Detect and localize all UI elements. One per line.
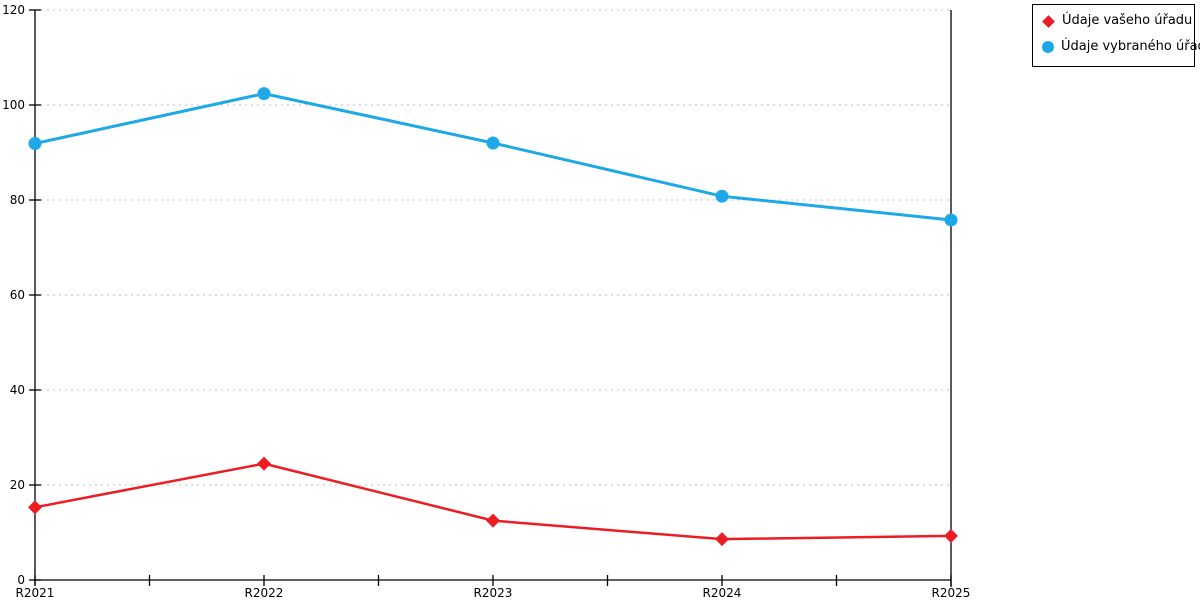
y-tick-label: 80 <box>10 193 25 207</box>
data-point-circle <box>715 189 729 203</box>
y-tick-label: 100 <box>2 98 25 112</box>
data-point-diamond <box>28 500 42 515</box>
legend-label: Údaje vybraného úřadu <box>1061 39 1200 54</box>
x-tick-label: R2025 <box>932 586 971 600</box>
legend-item-vaseho-uradu: Údaje vašeho úřadu <box>1042 14 1192 28</box>
legend: Údaje vašeho úřadu Údaje vybraného úřadu <box>1032 4 1200 67</box>
x-tick-label: R2024 <box>703 586 742 600</box>
series-line-diamond <box>34 462 952 541</box>
data-point-circle <box>486 136 500 150</box>
data-point-circle <box>944 213 958 227</box>
x-tick-label: R2021 <box>16 586 55 600</box>
y-tick-label: 20 <box>10 478 25 492</box>
y-tick-label: 120 <box>2 3 25 17</box>
legend-label: Údaje vašeho úřadu <box>1062 13 1193 28</box>
y-tick-label: 0 <box>17 573 25 587</box>
x-tick-label: R2023 <box>474 586 513 600</box>
series-line-circle <box>34 92 952 222</box>
data-point-diamond <box>944 528 958 543</box>
data-point-circle <box>28 136 42 150</box>
x-tick-label: R2022 <box>245 586 284 600</box>
legend-item-vybraneho-uradu: Údaje vybraného úřadu <box>1042 40 1200 54</box>
data-point-diamond <box>486 513 500 528</box>
data-point-diamond <box>715 532 729 547</box>
y-tick-label: 40 <box>10 383 25 397</box>
data-point-diamond <box>257 456 271 471</box>
data-point-circle <box>257 87 271 101</box>
diamond-marker-icon <box>1042 14 1055 28</box>
y-tick-label: 60 <box>10 288 25 302</box>
circle-marker-icon <box>1042 41 1054 53</box>
